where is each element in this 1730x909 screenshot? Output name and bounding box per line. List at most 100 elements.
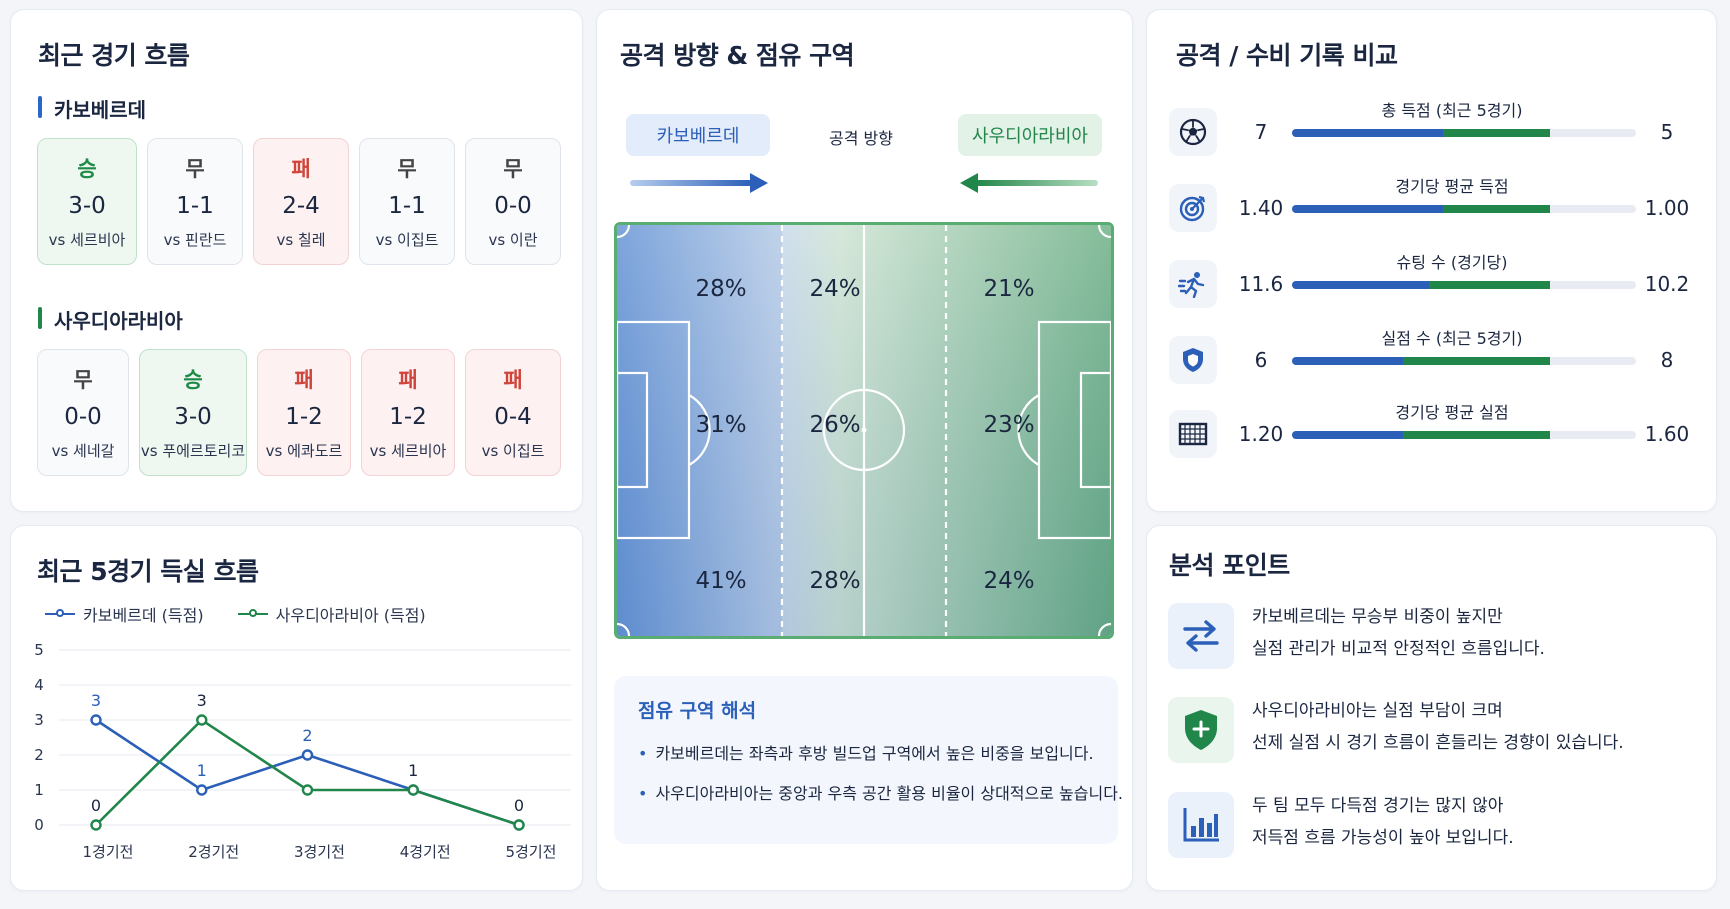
goals-chart-card: 최근 5경기 득실 흐름 카보베르데 (득점) 사우디아라비아 (득점) 0 1 2…	[10, 525, 583, 891]
stat-value-team-a: 11.6	[1238, 272, 1284, 296]
stat-bar-track	[1292, 129, 1636, 137]
team-a-attack-arrow-icon	[630, 173, 768, 193]
match-card: 패 1-2 vs 세르비아	[361, 349, 455, 476]
analysis-point-text: 선제 실점 시 경기 흐름이 흔들리는 경향이 있습니다.	[1252, 733, 1624, 753]
x-tick-label: 4경기전	[400, 843, 451, 861]
zone-percentage: 23%	[983, 412, 1035, 438]
team-a-match-row: 승 3-0 vs 세르비아 무 1-1 vs 핀란드 패 2-4 vs 칠레 무 1-1 vs 이집트…	[37, 138, 561, 265]
match-score: 3-0	[174, 404, 212, 430]
match-opponent: vs 이란	[488, 231, 538, 249]
zone-percentage: 24%	[983, 568, 1035, 594]
match-result: 패	[294, 368, 314, 392]
team-b-attack-arrow-icon	[960, 173, 1098, 193]
analysis-card: 분석 포인트 카보베르데는 무승부 비중이 높지만 실점 관리가 비교적 안정적인…	[1146, 525, 1717, 891]
zone-interpretation-box: 점유 구역 해석 카보베르데는 좌측과 후방 빌드업 구역에서 높은 비중을 보…	[614, 676, 1123, 844]
stat-bar-team-a	[1292, 357, 1403, 365]
swap-arrows-icon	[1168, 603, 1234, 669]
match-card: 무 1-1 vs 핀란드	[147, 138, 243, 265]
match-opponent: vs 이집트	[481, 442, 545, 460]
recent-matches-card: 최근 경기 흐름 카보베르데 승 3-0 vs 세르비아 무 1-1 vs 핀란드 패 2-4…	[10, 9, 583, 512]
zone-percentage: 28%	[695, 276, 747, 302]
match-result: 무	[397, 157, 417, 181]
y-tick-label: 3	[34, 711, 44, 729]
match-card: 무 1-1 vs 이집트	[359, 138, 455, 265]
stat-value-team-b: 8	[1660, 348, 1674, 372]
stat-value-team-a: 1.40	[1238, 196, 1284, 220]
zone-percentage: 31%	[695, 412, 747, 438]
data-label: 2	[302, 726, 312, 745]
pitch-field: 28% 24% 21% 31% 26% 23% 41% 28% 24%	[614, 222, 1114, 639]
data-label: 3	[91, 691, 101, 710]
recent-matches-title: 최근 경기 흐름	[38, 41, 190, 70]
legend-swatch-team-a	[45, 609, 75, 617]
stat-label: 총 득점 (최근 5경기)	[1381, 101, 1523, 120]
match-card: 승 3-0 vs 푸에르토리코	[139, 349, 247, 476]
data-point	[301, 749, 314, 761]
match-score: 2-4	[282, 193, 320, 219]
data-label: 1	[408, 761, 418, 780]
stat-bar-team-b	[1442, 129, 1550, 137]
match-opponent: vs 세네갈	[51, 442, 115, 460]
zone-percentage: 21%	[983, 276, 1035, 302]
data-label: 0	[514, 796, 524, 815]
stat-bar-track	[1292, 205, 1636, 213]
stat-bar-team-a	[1292, 129, 1443, 137]
analysis-point-text: 두 팀 모두 다득점 경기는 많지 않아	[1252, 796, 1504, 816]
y-tick-label: 4	[34, 676, 44, 694]
match-result: 무	[185, 157, 205, 181]
attack-direction-label: 공격 방향	[829, 129, 893, 148]
data-point	[90, 819, 102, 831]
zone-percentage: 41%	[695, 568, 747, 594]
stat-bar-team-a	[1292, 205, 1443, 213]
soccer-ball-icon	[1169, 108, 1217, 156]
match-opponent: vs 푸에르토리코	[140, 442, 246, 460]
match-result: 무	[73, 368, 93, 392]
stat-value-team-a: 7	[1254, 120, 1268, 144]
stat-bar-team-b	[1442, 205, 1550, 213]
match-card: 무 0-0 vs 이란	[465, 138, 561, 265]
match-score: 1-1	[176, 193, 214, 219]
zone-percentage: 28%	[809, 568, 861, 594]
interpretation-title: 점유 구역 해석	[638, 700, 757, 722]
data-point	[196, 714, 208, 726]
match-card: 패 0-4 vs 이집트	[465, 349, 561, 476]
stat-value-team-b: 10.2	[1644, 272, 1690, 296]
stat-bar-track	[1292, 281, 1636, 289]
stat-value-team-b: 1.60	[1644, 422, 1690, 446]
data-label: 1	[197, 761, 207, 780]
team-b-direction-pill: 사우디아라비아	[958, 114, 1102, 156]
match-result: 패	[398, 368, 418, 392]
match-result: 무	[503, 157, 523, 181]
legend-swatch-team-b	[237, 609, 268, 617]
legend-item-team-b: 사우디아라비아 (득점)	[237, 602, 426, 626]
match-opponent: vs 핀란드	[163, 231, 227, 249]
stat-bar-team-b	[1402, 431, 1550, 439]
x-tick-label: 1경기전	[83, 843, 134, 861]
pitch-markings	[617, 225, 1111, 636]
x-tick-label: 2경기전	[188, 843, 239, 861]
match-card: 무 0-0 vs 세네갈	[37, 349, 129, 476]
analysis-point-text: 저득점 흐름 가능성이 높아 보입니다.	[1252, 828, 1514, 848]
interpretation-line: 카보베르데는 좌측과 후방 빌드업 구역에서 높은 비중을 보입니다.	[638, 740, 1093, 764]
stat-label: 실점 수 (최근 5경기)	[1381, 329, 1523, 348]
stat-bar-track	[1292, 431, 1636, 439]
stat-label: 경기당 평균 실점	[1395, 403, 1509, 422]
match-score: 0-0	[64, 404, 102, 430]
match-opponent: vs 세르비아	[48, 231, 126, 249]
y-tick-label: 2	[34, 746, 44, 764]
data-point	[513, 819, 525, 831]
stat-label: 슈팅 수 (경기당)	[1396, 253, 1508, 272]
bar-chart-icon	[1168, 792, 1234, 858]
zone-percentage: 26%	[809, 412, 861, 438]
interpretation-line: 사우디아라비아는 중앙과 우측 공간 활용 비율이 상대적으로 높습니다.	[638, 780, 1123, 804]
match-card: 패 1-2 vs 에콰도르	[257, 349, 351, 476]
match-score: 1-2	[389, 404, 427, 430]
zone-percentage: 24%	[809, 276, 861, 302]
match-score: 0-4	[494, 404, 532, 430]
analysis-title: 분석 포인트	[1169, 551, 1290, 580]
target-icon	[1169, 184, 1217, 232]
y-tick-label: 5	[34, 641, 44, 659]
match-result: 승	[77, 157, 97, 181]
match-score: 0-0	[494, 193, 532, 219]
team-b-label: 사우디아라비아	[38, 305, 183, 334]
